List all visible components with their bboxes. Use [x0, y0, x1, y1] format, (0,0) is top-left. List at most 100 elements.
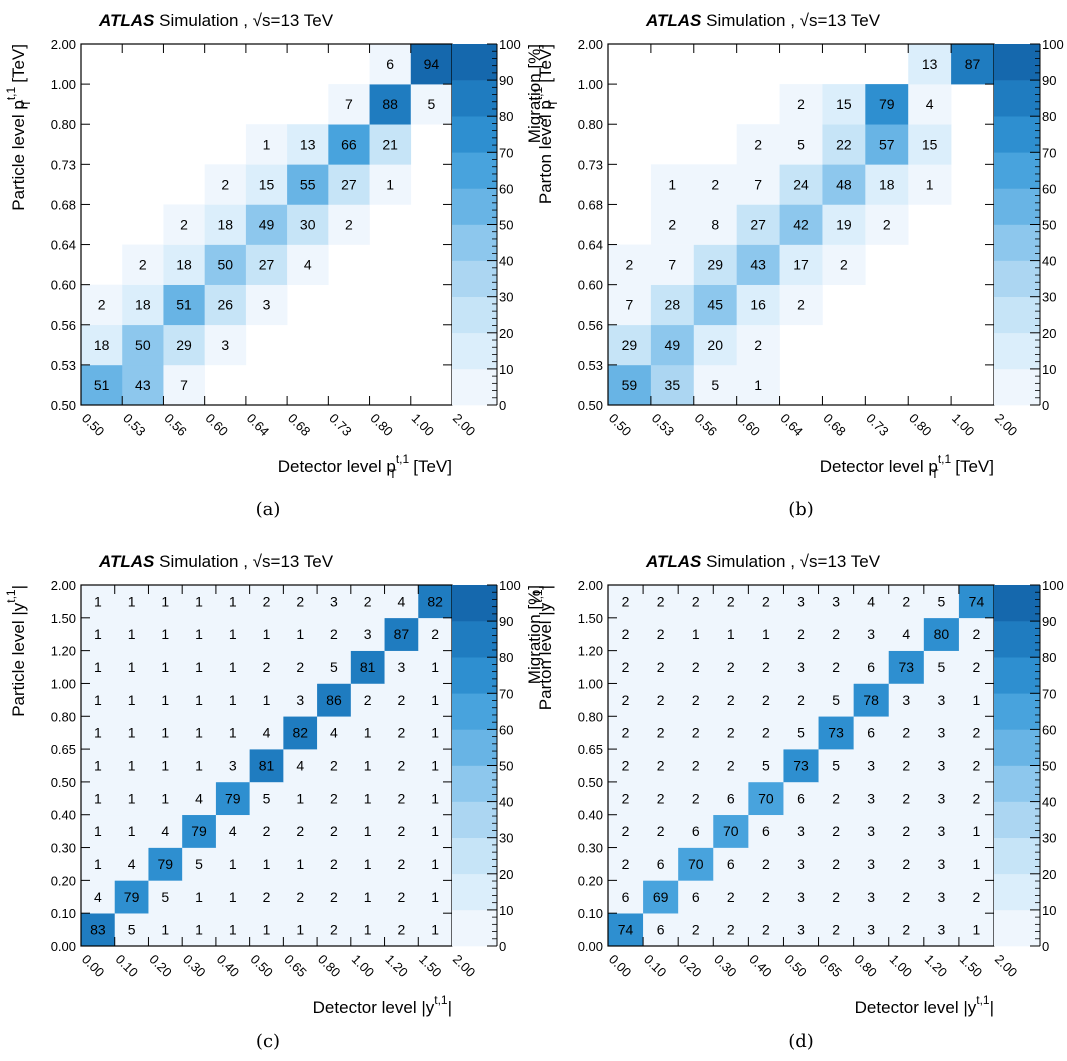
cell-value-label: 2: [692, 659, 700, 675]
heatmap-cell: [249, 913, 284, 947]
heatmap-cell: [865, 164, 909, 205]
heatmap-cell: [713, 913, 749, 947]
y-tick-label: 2.00: [51, 37, 76, 52]
heatmap-cell: [678, 781, 714, 816]
cell-value-label: 5: [263, 790, 271, 806]
heatmap-cell: [410, 44, 453, 85]
cell-value-label: 3: [867, 758, 875, 774]
y-axis-label-sub: T: [546, 99, 560, 107]
heatmap-cell: [204, 324, 247, 366]
panel-caption: (d): [788, 1031, 814, 1052]
heatmap-cell: [317, 814, 352, 848]
heatmap-cell: [608, 244, 652, 285]
heatmap-cell: [748, 716, 784, 750]
colorbar-band: [452, 44, 497, 81]
heatmap-cell: [958, 913, 995, 947]
colorbar-band: [994, 44, 1040, 81]
heatmap-cell: [114, 847, 149, 881]
x-tick-label: 0.53: [649, 411, 678, 440]
heatmap-cell: [643, 650, 679, 684]
heatmap-cell: [608, 585, 644, 619]
heatmap-cell: [81, 585, 116, 619]
y-tick-label: 1.50: [51, 611, 76, 626]
y-axis-label: Parton level pt,1T [TeV]: [531, 44, 560, 204]
cell-value-label: 6: [762, 823, 770, 839]
cell-value-label: 50: [135, 337, 151, 353]
heatmap-cell: [215, 749, 250, 783]
cell-value-label: 2: [902, 922, 910, 938]
cell-value-label: 1: [364, 758, 372, 774]
heatmap-cell: [283, 716, 318, 750]
cell-value-label: 1: [926, 176, 934, 192]
x-tick-label: 0.60: [735, 411, 764, 440]
colorbar-tick-label: 50: [499, 759, 513, 774]
heatmap-cell: [748, 749, 784, 783]
heatmap-cell: [283, 814, 318, 848]
heatmap-cell: [650, 324, 695, 366]
heatmap-cell: [779, 164, 823, 205]
heatmap-cell: [608, 749, 644, 783]
y-tick-label: 0.40: [51, 808, 76, 823]
cell-value-label: 3: [832, 593, 840, 609]
heatmap-cell: [163, 284, 205, 326]
colorbar-tick-label: 30: [499, 831, 513, 846]
y-tick-label: 0.50: [51, 775, 76, 790]
heatmap-cell: [888, 814, 925, 848]
heatmap-cell: [283, 617, 318, 651]
cell-value-label: 1: [94, 626, 102, 642]
cell-value-label: 18: [217, 217, 233, 233]
cell-value-label: 2: [221, 176, 229, 192]
heatmap-cell: [204, 204, 247, 245]
cell-value-label: 2: [832, 922, 840, 938]
colorbar-tick-label: 50: [499, 218, 513, 233]
heatmap-cell: [853, 683, 890, 717]
heatmap-cell: [350, 749, 385, 783]
heatmap-cell: [418, 650, 453, 684]
cell-value-label: 2: [139, 257, 147, 273]
cell-value-label: 2: [398, 790, 406, 806]
y-axis-label: Particle level |yt,1|: [4, 585, 28, 717]
y-axis-label-sup: t,1: [4, 589, 18, 603]
heatmap-cell: [328, 84, 370, 125]
heatmap-cell: [865, 84, 909, 125]
cell-value-label: 4: [296, 758, 304, 774]
title-experiment: ATLAS: [98, 552, 155, 571]
sqrt-symbol: √: [795, 552, 810, 571]
heatmap-cell: [317, 913, 352, 947]
heatmap-cell: [245, 244, 288, 285]
colorbar-band: [452, 368, 497, 406]
cell-value-label: 3: [797, 889, 805, 905]
colorbar-tick-label: 40: [1042, 254, 1056, 269]
heatmap-cell: [81, 781, 116, 816]
colorbar-band: [452, 152, 497, 189]
cell-value-label: 1: [431, 823, 439, 839]
cell-value-label: 1: [263, 856, 271, 872]
heatmap-cell: [81, 880, 116, 914]
x-tick-label: 0.40: [746, 952, 775, 981]
heatmap-cell: [958, 880, 995, 914]
heatmap-cell: [853, 749, 890, 783]
heatmap-cell: [384, 650, 419, 684]
heatmap-cell: [182, 716, 217, 750]
x-tick-label: 0.64: [244, 411, 273, 440]
x-axis-label-sup: t,1: [434, 993, 448, 1007]
x-tick-label: 1.20: [922, 952, 951, 981]
heatmap-cell: [888, 683, 925, 717]
x-axis-label: Detector level |yt,1|: [855, 993, 994, 1017]
cell-value-label: 2: [263, 659, 271, 675]
heatmap-cell: [783, 749, 819, 783]
y-tick-label: 0.60: [578, 278, 603, 293]
heatmap-cell: [215, 716, 250, 750]
cell-value-label: 1: [161, 725, 169, 741]
cell-value-label: 49: [259, 217, 275, 233]
cell-value-label: 2: [883, 217, 891, 233]
cell-value-label: 1: [94, 790, 102, 806]
y-axis-label: Particle level pt,1T [TeV]: [4, 44, 33, 211]
heatmap-cell: [148, 814, 183, 848]
cell-value-label: 2: [330, 790, 338, 806]
y-axis-label-text: Parton level p: [536, 100, 555, 204]
cell-value-label: 2: [668, 217, 676, 233]
heatmap-cell: [748, 617, 784, 651]
x-axis-label-text: Detector level p: [820, 457, 938, 476]
cell-value-label: 3: [797, 922, 805, 938]
